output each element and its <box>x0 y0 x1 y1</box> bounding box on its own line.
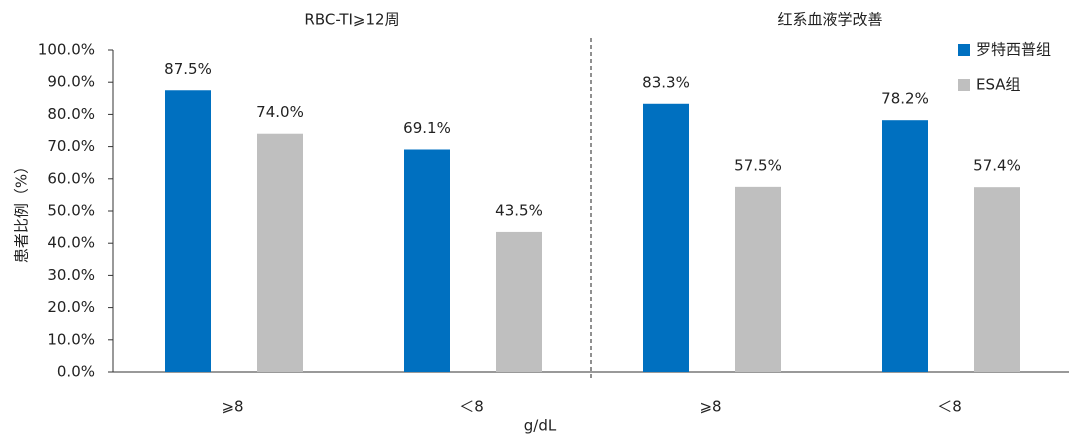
y-tick-label: 30.0% <box>47 266 95 284</box>
x-tick-label: ⩾8 <box>699 398 721 416</box>
legend-swatch <box>958 79 970 91</box>
x-tick-label: ＜8 <box>937 398 962 416</box>
x-axis-title: g/dL <box>524 417 557 435</box>
bar <box>165 90 211 372</box>
legend-label: ESA组 <box>976 76 1021 94</box>
y-tick-label: 40.0% <box>47 234 95 252</box>
y-tick-label: 80.0% <box>47 105 95 123</box>
legend-label: 罗特西普组 <box>976 41 1051 59</box>
x-tick-label: ＜8 <box>459 398 484 416</box>
value-label: 78.2% <box>881 90 929 108</box>
bar <box>496 231 542 372</box>
value-label: 69.1% <box>403 119 451 137</box>
group-title: RBC-TI⩾12周 <box>304 11 399 29</box>
y-tick-label: 20.0% <box>47 298 95 316</box>
bar <box>257 133 303 372</box>
bar <box>882 120 928 372</box>
x-tick-label: ⩾8 <box>221 398 243 416</box>
value-label: 57.5% <box>734 156 782 174</box>
bar <box>974 187 1020 372</box>
y-tick-label: 50.0% <box>47 202 95 220</box>
bar <box>735 186 781 372</box>
value-label: 74.0% <box>256 103 304 121</box>
y-tick-label: 10.0% <box>47 330 95 348</box>
legend-swatch <box>958 44 970 56</box>
y-tick-label: 90.0% <box>47 73 95 91</box>
value-label: 57.4% <box>973 157 1021 175</box>
value-label: 43.5% <box>495 201 543 219</box>
y-axis-title: 患者比例（%） <box>13 159 31 263</box>
y-tick-label: 0.0% <box>57 363 95 381</box>
y-tick-label: 60.0% <box>47 169 95 187</box>
value-label: 87.5% <box>164 60 212 78</box>
value-label: 83.3% <box>642 73 690 91</box>
bar <box>404 149 450 372</box>
y-tick-label: 70.0% <box>47 137 95 155</box>
group-title: 红系血液学改善 <box>777 11 882 29</box>
bar <box>643 103 689 373</box>
y-tick-label: 100.0% <box>38 41 95 59</box>
